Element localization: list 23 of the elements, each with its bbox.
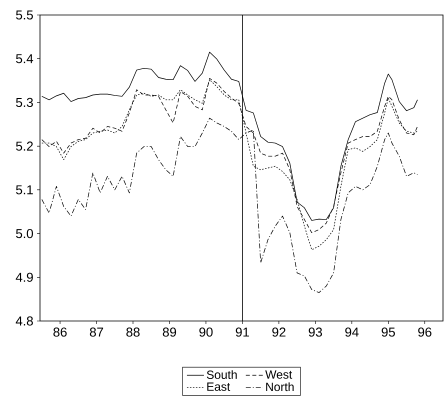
y-tick-label: 5.3 xyxy=(16,98,33,108)
y-tick-label: 4.8 xyxy=(16,316,33,326)
legend-label: West xyxy=(265,370,292,379)
y-tick-label: 4.9 xyxy=(16,272,33,282)
x-tick-label: 95 xyxy=(382,328,395,337)
x-tick-label: 92 xyxy=(272,328,286,337)
y-tick-label: 5.1 xyxy=(16,185,33,194)
x-tick-label: 93 xyxy=(308,328,322,337)
y-tick-label: 5.0 xyxy=(16,228,33,238)
legend-label: North xyxy=(266,382,294,392)
x-tick-label: 90 xyxy=(199,328,213,337)
x-tick-label: 96 xyxy=(418,328,432,337)
x-tick-label: 89 xyxy=(162,328,176,337)
x-tick-label: 94 xyxy=(345,328,359,337)
x-tick-label: 88 xyxy=(126,328,140,337)
y-tick-label: 5.2 xyxy=(16,142,33,151)
x-tick-label: 86 xyxy=(53,328,67,337)
x-tick-label: 87 xyxy=(90,328,104,337)
y-tick-label: 5.4 xyxy=(16,54,34,64)
legend-label: South xyxy=(206,370,237,379)
x-tick-label: 91 xyxy=(236,328,249,337)
y-tick-label: 5.5 xyxy=(16,10,33,20)
legend-label: East xyxy=(207,382,230,391)
